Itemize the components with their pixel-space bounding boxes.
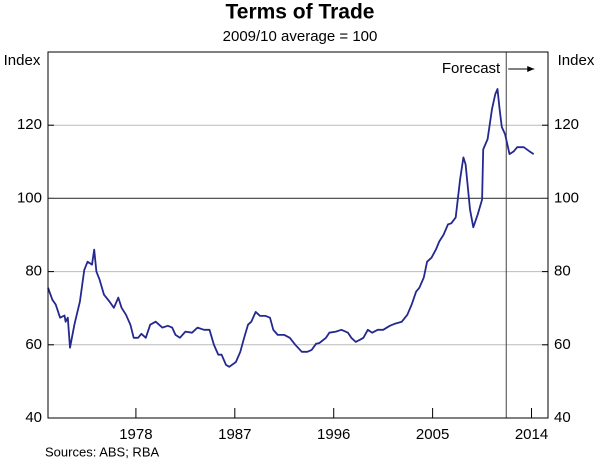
forecast-label: Forecast — [442, 60, 501, 77]
plot-frame — [47, 51, 549, 419]
y2-tick-label: 80 — [554, 263, 571, 280]
x-tick-label: 1996 — [317, 426, 350, 443]
x-tick-label: 1978 — [119, 426, 152, 443]
source-note: Sources: ABS; RBA — [45, 444, 159, 459]
y-tick-label: 100 — [17, 189, 42, 206]
chart-title: Terms of Trade — [226, 1, 375, 24]
series-line — [47, 88, 535, 368]
y2-tick-label: 40 — [554, 409, 571, 426]
y-tick-label: 120 — [17, 116, 42, 133]
y-tick-label: 80 — [25, 263, 42, 280]
y2-tick-label: 120 — [554, 116, 579, 133]
y2-tick-label: 100 — [554, 189, 579, 206]
y-tick-label: 60 — [25, 336, 42, 353]
x-tick-label: 2005 — [416, 426, 449, 443]
x-tick-label: 1987 — [218, 426, 251, 443]
y-tick-label: 40 — [25, 409, 42, 426]
chart-subtitle: 2009/10 average = 100 — [223, 28, 378, 45]
y-axis-label: Index — [4, 52, 41, 69]
x-tick-label: 2014 — [515, 426, 548, 443]
y2-axis-label: Index — [558, 52, 595, 69]
y2-tick-label: 60 — [554, 336, 571, 353]
